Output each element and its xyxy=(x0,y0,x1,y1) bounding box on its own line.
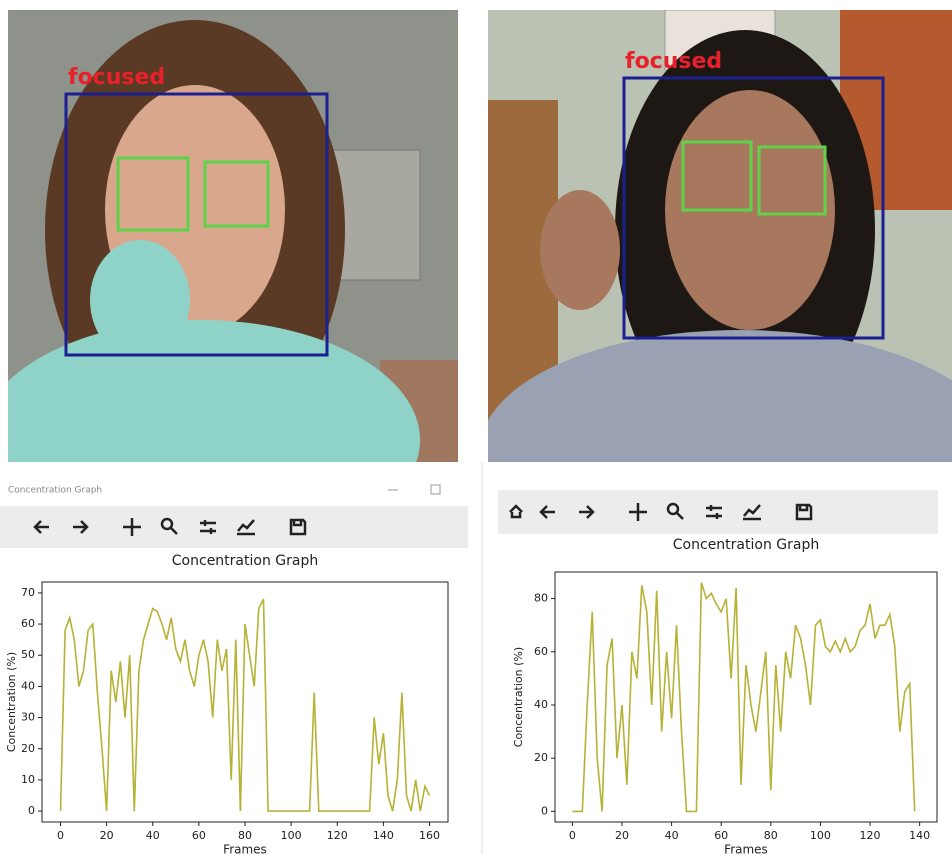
eye-box xyxy=(757,145,827,216)
x-tick-label: 160 xyxy=(419,829,440,842)
y-tick-label: 80 xyxy=(534,592,548,605)
maximize-button[interactable] xyxy=(430,484,441,495)
x-tick-label: 80 xyxy=(764,829,778,842)
data-line xyxy=(59,598,431,812)
toolbar-icon[interactable] xyxy=(123,518,141,536)
toolbar-icon[interactable] xyxy=(289,518,307,536)
y-tick-label: 50 xyxy=(21,648,35,661)
x-axis-label: Frames xyxy=(724,843,768,855)
toolbar-icon[interactable] xyxy=(579,505,595,519)
y-axis-label: Concentration (%) xyxy=(512,647,525,747)
eye-box xyxy=(681,140,753,212)
toolbar-icon[interactable] xyxy=(73,520,89,534)
x-tick-label: 100 xyxy=(281,829,302,842)
x-tick-label: 120 xyxy=(860,829,881,842)
toolbar-icon[interactable] xyxy=(33,520,49,534)
toolbar-icon[interactable] xyxy=(509,504,523,519)
y-tick-label: 0 xyxy=(541,804,548,817)
y-tick-label: 20 xyxy=(534,751,548,764)
y-tick-label: 30 xyxy=(21,711,35,724)
y-tick-label: 40 xyxy=(534,698,548,711)
x-tick-label: 140 xyxy=(373,829,394,842)
toolbar-icon[interactable] xyxy=(795,503,813,521)
x-tick-label: 120 xyxy=(327,829,348,842)
toolbar-icon[interactable] xyxy=(706,505,722,519)
x-tick-label: 100 xyxy=(810,829,831,842)
plot-area xyxy=(554,571,938,823)
x-tick-label: 40 xyxy=(146,829,160,842)
x-tick-label: 20 xyxy=(615,829,629,842)
toolbar-icon[interactable] xyxy=(539,505,555,519)
x-tick-label: 140 xyxy=(909,829,930,842)
window-title: Concentration Graph xyxy=(8,486,102,496)
toolbar-icon[interactable] xyxy=(629,503,647,521)
webcam-photo xyxy=(488,10,952,462)
toolbar-icon[interactable] xyxy=(666,502,684,520)
toolbar-icon[interactable] xyxy=(237,519,255,536)
y-axis-label: Concentration (%) xyxy=(5,652,18,752)
y-tick-label: 40 xyxy=(21,679,35,692)
x-axis-label: Frames xyxy=(223,843,267,855)
y-tick-label: 60 xyxy=(534,645,548,658)
x-tick-label: 60 xyxy=(714,829,728,842)
detection-label: focused xyxy=(625,49,722,74)
eye-box xyxy=(203,160,270,228)
face-box xyxy=(64,92,329,357)
eye-box xyxy=(116,156,190,232)
y-tick-label: 0 xyxy=(28,804,35,817)
x-tick-label: 60 xyxy=(192,829,206,842)
x-tick-label: 40 xyxy=(665,829,679,842)
toolbar-icon[interactable] xyxy=(743,504,761,521)
chart-title: Concentration Graph xyxy=(172,553,318,569)
toolbar-icons[interactable] xyxy=(33,502,813,536)
toolbar xyxy=(0,506,468,548)
y-tick-label: 20 xyxy=(21,742,35,755)
x-tick-label: 0 xyxy=(57,829,64,842)
x-tick-label: 0 xyxy=(569,829,576,842)
detection-label: focused xyxy=(68,65,165,90)
y-tick-label: 10 xyxy=(21,773,35,786)
toolbar-icon[interactable] xyxy=(160,517,178,535)
toolbar xyxy=(498,490,938,534)
y-tick-label: 70 xyxy=(21,586,35,599)
webcam-photo xyxy=(8,10,458,462)
toolbar-icon[interactable] xyxy=(200,520,216,534)
x-tick-label: 80 xyxy=(238,829,252,842)
y-tick-label: 60 xyxy=(21,617,35,630)
x-tick-label: 20 xyxy=(100,829,114,842)
chart-title: Concentration Graph xyxy=(673,537,819,553)
data-line xyxy=(572,582,916,813)
face-box xyxy=(622,76,885,340)
